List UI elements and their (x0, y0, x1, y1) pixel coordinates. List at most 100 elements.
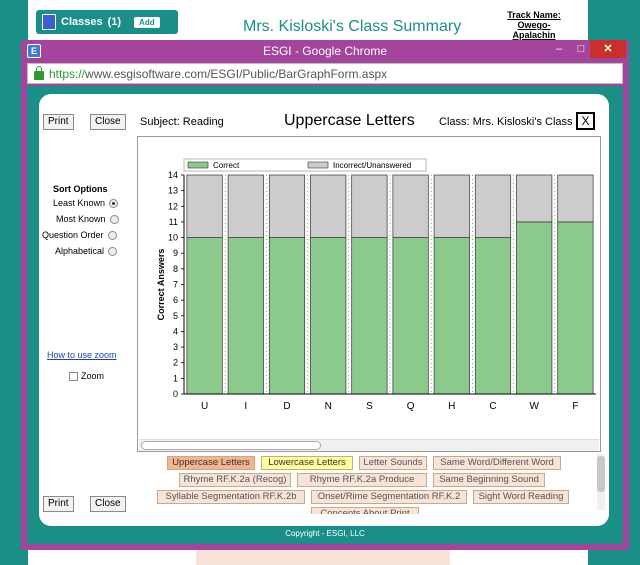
bar-incorrect (516, 174, 553, 223)
bar-correct (392, 237, 429, 395)
x-tick-label: D (283, 401, 290, 412)
address-bar[interactable]: https://www.esgisoftware.com/ESGI/Public… (27, 63, 623, 84)
radio-most-known[interactable] (109, 214, 119, 224)
add-class-button[interactable]: Add (134, 16, 160, 28)
sort-option-most-known[interactable]: Most Known (56, 214, 119, 224)
window-close-button[interactable]: ✕ (590, 40, 626, 58)
x-tick-label: H (448, 401, 455, 412)
y-tick-label: 1 (173, 373, 178, 383)
close-button-bottom[interactable]: Close (90, 496, 126, 512)
radio-alphabetical[interactable] (108, 246, 118, 256)
bar-correct (516, 221, 553, 395)
track-name-line1: Track Name: Owego- (507, 10, 561, 30)
sort-option-least-known[interactable]: Least Known (53, 198, 119, 208)
y-tick-label: 5 (173, 311, 178, 321)
window-title: ESGI - Google Chrome (262, 44, 388, 58)
bar-incorrect (557, 174, 594, 223)
x-tick-label: F (572, 401, 578, 412)
book-icon (42, 14, 56, 30)
legend-box (183, 158, 427, 172)
bar-incorrect (268, 174, 306, 238)
tab-lowercase-letters[interactable]: Lowercase Letters (261, 456, 353, 470)
legend-swatch (307, 161, 329, 169)
x-tick-label: U (201, 401, 208, 412)
x-tick-label: I (244, 401, 247, 412)
bar-correct (227, 237, 264, 395)
bar-correct (310, 237, 347, 395)
subject-label: Subject: Reading (140, 116, 224, 128)
copyright-text: Copyright - ESGI, LLC (285, 529, 365, 538)
radio-least-known[interactable] (109, 198, 119, 208)
url-path: www.esgisoftware.com/ESGI/Public/BarGrap… (85, 66, 388, 81)
y-axis-label: Correct Answers (156, 249, 166, 321)
page-viewport: Print Close Subject: Reading Uppercase L… (27, 86, 623, 544)
zoom-checkbox[interactable] (69, 371, 78, 381)
maximize-button[interactable]: □ (577, 43, 585, 55)
sort-option-question-order[interactable]: Question Order (42, 230, 117, 240)
tabs-vertical-scrollbar[interactable] (597, 454, 605, 510)
classes-count: (1) (107, 16, 122, 28)
dialog-close-x-button[interactable]: X (576, 112, 595, 130)
class-label: Class: Mrs. Kisloski's Class (439, 116, 573, 128)
bar-correct (557, 221, 594, 395)
x-tick-label: N (325, 401, 332, 412)
tab-uppercase-letters[interactable]: Uppercase Letters (167, 456, 255, 470)
scrollbar-thumb[interactable] (597, 456, 605, 492)
tab-concepts-about-print[interactable]: Concepts About Print (311, 507, 419, 514)
chart-frame: U I D N S Q H C W F 0 1 2 3 4 5 6 7 8 9 10 11 12 13 14 Correct An… (137, 136, 601, 452)
y-tick-label: 12 (168, 201, 178, 211)
y-tick-label: 10 (168, 233, 178, 243)
y-tick-label: 3 (173, 342, 178, 352)
track-name-line2: Apalachin (512, 30, 556, 40)
y-tick-label: 11 (169, 217, 178, 227)
y-tick-label: 14 (168, 170, 178, 180)
classes-panel-header[interactable]: Classes (1) Add (36, 10, 178, 34)
radio-question-order[interactable] (107, 230, 117, 240)
legend-entry: Incorrect/Unanswered (333, 161, 411, 170)
tab-sight-word-reading[interactable]: Sight Word Reading (473, 490, 569, 504)
chrome-popup-window: E ESGI - Google Chrome – □ ✕ https://www… (21, 40, 629, 550)
bar-incorrect (392, 174, 429, 238)
bar-correct (186, 237, 223, 395)
y-tick-label: 6 (173, 295, 178, 305)
track-name-link[interactable]: Track Name: Owego- Apalachin (490, 10, 578, 40)
window-titlebar[interactable]: E ESGI - Google Chrome – □ ✕ (21, 40, 629, 62)
minimize-button[interactable]: – (555, 43, 563, 55)
bar-incorrect (433, 174, 470, 238)
how-to-use-zoom-link[interactable]: How to use zoom (47, 350, 117, 360)
zoom-checkbox-row[interactable]: Zoom (69, 371, 104, 381)
sort-option-label: Alphabetical (55, 246, 105, 256)
tab-same-word-different-word[interactable]: Same Word/Different Word (433, 456, 561, 470)
chart-title: Uppercase Letters (284, 112, 415, 129)
bar-graph-dialog: Print Close Subject: Reading Uppercase L… (39, 94, 609, 526)
x-tick-label: Q (407, 401, 415, 412)
tab-rhyme-recog[interactable]: Rhyme RF.K.2a (Recog) (179, 473, 291, 487)
x-tick-label: C (489, 401, 496, 412)
bar-correct (268, 237, 306, 395)
sort-option-alphabetical[interactable]: Alphabetical (55, 246, 118, 256)
print-button-bottom[interactable]: Print (43, 496, 74, 512)
bar-correct (433, 237, 470, 395)
tab-onset-rime-segmentation[interactable]: Onset/Rime Segmentation RF.K.2 (311, 490, 467, 504)
sort-option-label: Most Known (56, 214, 106, 224)
scrollbar-thumb[interactable] (141, 441, 321, 450)
classes-label: Classes (61, 16, 103, 28)
tab-letter-sounds[interactable]: Letter Sounds (359, 456, 427, 470)
x-tick-label: S (366, 401, 373, 412)
y-tick-label: 13 (168, 186, 178, 196)
zoom-label: Zoom (81, 371, 105, 381)
esgi-app-icon: E (27, 44, 41, 58)
legend-swatch (187, 161, 209, 169)
close-button-top[interactable]: Close (90, 114, 126, 130)
tab-same-beginning-sound[interactable]: Same Beginning Sound (433, 473, 545, 487)
tab-rhyme-produce[interactable]: Rhyme RF.K.2a Produce (297, 473, 427, 487)
background-page-title: Mrs. Kisloski's Class Summary (243, 18, 462, 35)
y-tick-label: 2 (173, 358, 178, 368)
x-tick-label: W (529, 401, 539, 412)
chart-horizontal-scrollbar[interactable] (139, 439, 599, 451)
sort-option-label: Question Order (42, 230, 104, 240)
print-button-top[interactable]: Print (43, 114, 74, 130)
tab-syllable-segmentation[interactable]: Syllable Segmentation RF.K.2b (157, 490, 305, 504)
bar-correct (351, 237, 388, 395)
